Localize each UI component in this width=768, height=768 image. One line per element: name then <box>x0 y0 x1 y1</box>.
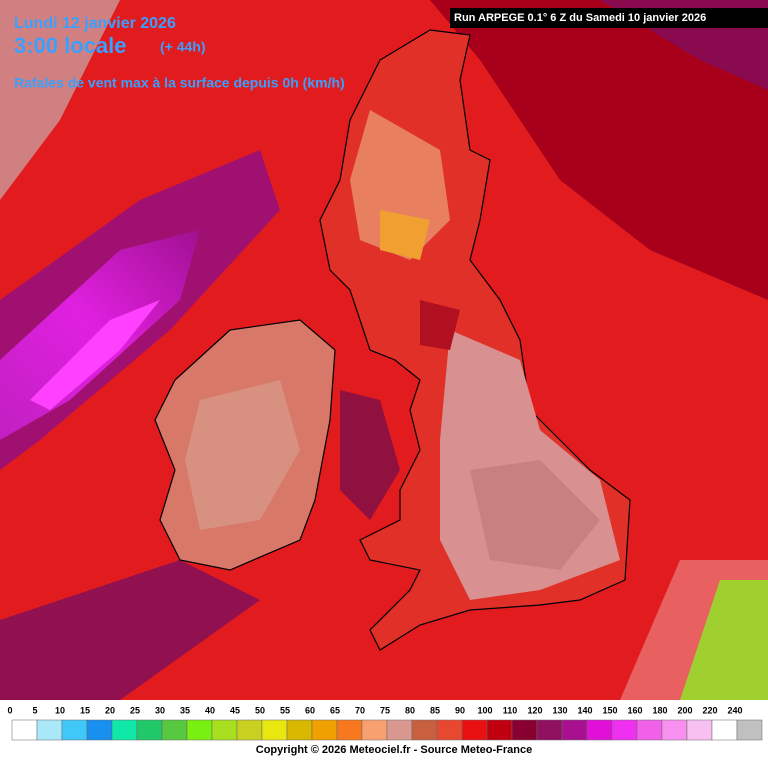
legend-swatch <box>461 719 488 741</box>
legend-label: 40 <box>205 705 215 715</box>
legend-label: 220 <box>702 705 717 715</box>
legend-swatch <box>386 719 413 741</box>
legend-swatch <box>536 719 563 741</box>
legend-label: 240 <box>727 705 742 715</box>
legend-label: 55 <box>280 705 290 715</box>
legend-swatch <box>36 719 63 741</box>
legend-swatch <box>636 719 663 741</box>
legend-label: 15 <box>80 705 90 715</box>
field-zone <box>30 300 160 410</box>
legend-swatch <box>111 719 138 741</box>
legend-label: 65 <box>330 705 340 715</box>
run-box <box>450 8 768 28</box>
legend-label: 20 <box>105 705 115 715</box>
field-zone <box>680 580 768 700</box>
legend-swatch <box>186 719 213 741</box>
legend-label: 180 <box>652 705 667 715</box>
offset: (+ 44h) <box>160 39 206 55</box>
legend-swatch <box>11 719 38 741</box>
legend-label: 45 <box>230 705 240 715</box>
legend-swatch <box>236 719 263 741</box>
legend-label: 25 <box>130 705 140 715</box>
legend-label: 120 <box>527 705 542 715</box>
legend-label: 0 <box>7 705 12 715</box>
legend-label: 160 <box>627 705 642 715</box>
legend-label: 5 <box>32 705 37 715</box>
legend-swatch <box>611 719 638 741</box>
legend-label: 100 <box>477 705 492 715</box>
legend-label: 35 <box>180 705 190 715</box>
legend-swatch <box>661 719 688 741</box>
legend-label: 10 <box>55 705 65 715</box>
field-zone <box>470 460 600 570</box>
date: Lundi 12 janvier 2026 <box>14 15 176 32</box>
legend-swatch <box>261 719 288 741</box>
legend-swatch <box>336 719 363 741</box>
legend-label: 110 <box>503 705 518 715</box>
legend-swatch <box>136 719 163 741</box>
legend-swatch <box>411 719 438 741</box>
field-zone <box>0 560 260 700</box>
field-zone <box>0 0 120 200</box>
legend-label: 30 <box>155 705 165 715</box>
copyright: Copyright © 2026 Meteociel.fr - Source M… <box>256 744 532 756</box>
legend-label: 60 <box>305 705 315 715</box>
legend-swatch <box>161 719 188 741</box>
time: 3:00 locale <box>14 33 127 58</box>
run-info: Run ARPEGE 0.1° 6 Z du Samedi 10 janvier… <box>454 12 706 24</box>
legend-label: 85 <box>430 705 440 715</box>
legend-label: 200 <box>677 705 692 715</box>
field-zone <box>380 210 430 260</box>
legend-swatch <box>711 719 738 741</box>
map-title: Rafales de vent max à la surface depuis … <box>14 75 345 91</box>
legend-swatch <box>586 719 613 741</box>
legend-swatch <box>311 719 338 741</box>
legend-swatch <box>686 719 713 741</box>
legend-label: 150 <box>602 705 617 715</box>
legend-swatch <box>61 719 88 741</box>
legend-swatch <box>436 719 463 741</box>
legend-label: 140 <box>577 705 592 715</box>
legend-swatch <box>286 719 313 741</box>
legend-swatch <box>736 719 763 741</box>
field-zone <box>340 390 400 520</box>
legend: 0 5 10 15 20 25 30 35 40 45 50 55 60 65 70 75 80 85 90 100 1… <box>7 705 763 741</box>
legend-label: 50 <box>255 705 265 715</box>
legend-swatch <box>86 719 113 741</box>
legend-swatch <box>211 719 238 741</box>
legend-label: 75 <box>380 705 390 715</box>
legend-swatch <box>361 719 388 741</box>
legend-label: 70 <box>355 705 365 715</box>
legend-swatch <box>486 719 513 741</box>
legend-label: 130 <box>552 705 567 715</box>
field-zone <box>430 0 768 300</box>
legend-label: 80 <box>405 705 415 715</box>
field-zone <box>420 300 460 350</box>
legend-swatch <box>511 719 538 741</box>
field-zone <box>185 380 300 530</box>
legend-label: 90 <box>455 705 465 715</box>
legend-swatch <box>561 719 588 741</box>
